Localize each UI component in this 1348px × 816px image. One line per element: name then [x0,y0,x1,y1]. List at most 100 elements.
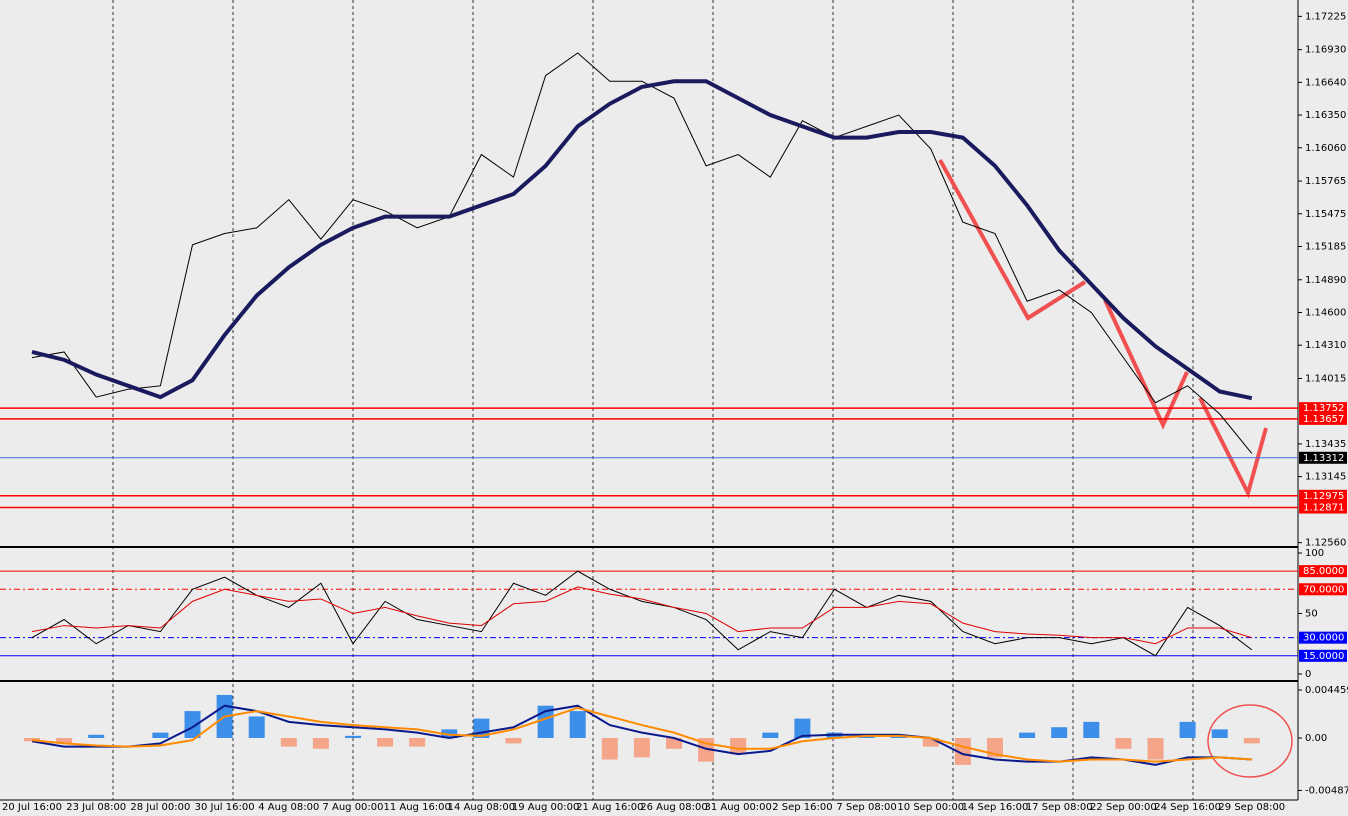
x-tick-label: 23 Jul 08:00 [66,802,126,813]
level-tag [1299,451,1347,464]
x-tick-label: 7 Sep 08:00 [836,802,896,813]
histogram-bar [1211,729,1228,739]
x-tick-label: 21 Aug 16:00 [576,802,643,813]
level-label: 15.0000 [1303,651,1344,662]
x-tick-label: 11 Aug 16:00 [383,802,450,813]
histogram-bar [88,734,105,739]
x-tick-label: 22 Sep 00:00 [1090,802,1157,813]
x-tick-label: 24 Sep 16:00 [1154,802,1221,813]
y-tick-label: 0 [1305,669,1311,680]
x-tick-label: 10 Sep 00:00 [897,802,964,813]
histogram-bar [505,738,522,744]
time-grid [112,0,1194,800]
level-tag [1299,631,1347,644]
annotation-arrows [938,159,1268,499]
arrow [1198,397,1268,499]
level-tag [1299,489,1347,502]
level-label: 30.0000 [1303,633,1344,644]
y-tick-label: 50 [1305,608,1318,619]
y-tick-label: 1.15185 [1305,241,1346,252]
highlight-circle [1207,704,1293,778]
series-line [31,570,1253,657]
histogram-bar [890,736,907,739]
histogram-bar [762,732,779,739]
y-tick-label: 1.17225 [1305,11,1346,22]
histogram-bar [184,711,201,739]
x-tick-label: 31 Aug 00:00 [704,802,771,813]
histogram-bar [441,729,458,739]
y-tick-label: 1.16930 [1305,45,1346,56]
level-tag [1299,583,1347,596]
histogram-bar [922,738,939,747]
y-tick-label: 1.13145 [1305,472,1346,483]
series-line [31,706,1252,763]
histogram-bar [24,738,40,742]
series-line [31,79,1253,401]
histogram-bar [601,738,618,760]
y-tick-label: 1.13435 [1305,439,1346,450]
histogram-bar [794,718,811,739]
level-label: 1.12871 [1303,503,1344,514]
histogram-bar [1115,738,1132,749]
level-tag [1299,501,1347,514]
x-tick-label: 14 Aug 08:00 [448,802,515,813]
x-tick-label: 14 Sep 16:00 [962,802,1029,813]
histogram-bar [858,735,875,739]
histogram-bar [1019,732,1036,739]
y-tick-label: 1.16350 [1305,110,1346,121]
y-tick-label: 0.00 [1305,733,1327,744]
level-label: 1.13752 [1303,403,1344,414]
histogram-bar [569,711,586,739]
histogram-bar [1051,727,1068,739]
x-tick-label: 29 Sep 08:00 [1218,802,1285,813]
histogram-bar [1243,738,1260,744]
arrow [938,159,1087,321]
y-tick-label: 1.15765 [1305,176,1346,187]
level-label: 85.0000 [1303,566,1344,577]
level-label: 1.12975 [1303,491,1344,502]
x-tick-label: 2 Sep 16:00 [772,802,832,813]
x-tick-label: 28 Jul 00:00 [130,802,190,813]
y-tick-label: 1.14015 [1305,373,1346,384]
histogram-bar [377,738,394,747]
histogram-bar [248,716,265,739]
histogram-bar [666,738,682,749]
histogram-bar [56,738,73,744]
y-tick-label: 1.15475 [1305,209,1346,220]
level-tag [1299,565,1347,578]
level-label: 70.0000 [1303,584,1344,595]
histogram-bar [152,732,169,739]
y-tick-label: 1.16060 [1305,143,1346,154]
histogram-bar [633,738,650,758]
x-tick-label: 4 Aug 08:00 [258,802,319,813]
x-tick-label: 30 Jul 16:00 [195,802,255,813]
histogram-bar [730,738,747,755]
y-tick-label: -0.004873 [1305,785,1348,796]
x-tick-label: 7 Aug 00:00 [322,802,383,813]
y-tick-label: 1.14890 [1305,275,1346,286]
level-label: 1.13657 [1303,414,1344,425]
x-tick-label: 20 Jul 16:00 [2,802,62,813]
y-tick-label: 1.16640 [1305,77,1346,88]
y-tick-label: 100 [1305,548,1324,559]
arrow [1103,299,1189,430]
y-tick-label: 1.12560 [1305,538,1346,549]
x-tick-label: 19 Aug 00:00 [512,802,579,813]
series-line [31,52,1253,454]
histogram-bar [409,738,426,747]
level-tag [1299,412,1347,425]
level-tag [1299,402,1347,415]
x-tick-label: 26 Aug 08:00 [640,802,707,813]
histogram-bar [1083,721,1100,739]
y-tick-label: 1.14310 [1305,340,1346,351]
y-tick-label: 0.0044593 [1305,685,1348,696]
level-label: 1.13312 [1303,453,1344,464]
level-tag [1299,649,1347,662]
x-tick-label: 17 Sep 08:00 [1026,802,1093,813]
histogram-bar [1179,721,1196,739]
histogram-bar [1147,738,1164,760]
series-line [31,586,1252,645]
histogram-bar [312,738,329,749]
